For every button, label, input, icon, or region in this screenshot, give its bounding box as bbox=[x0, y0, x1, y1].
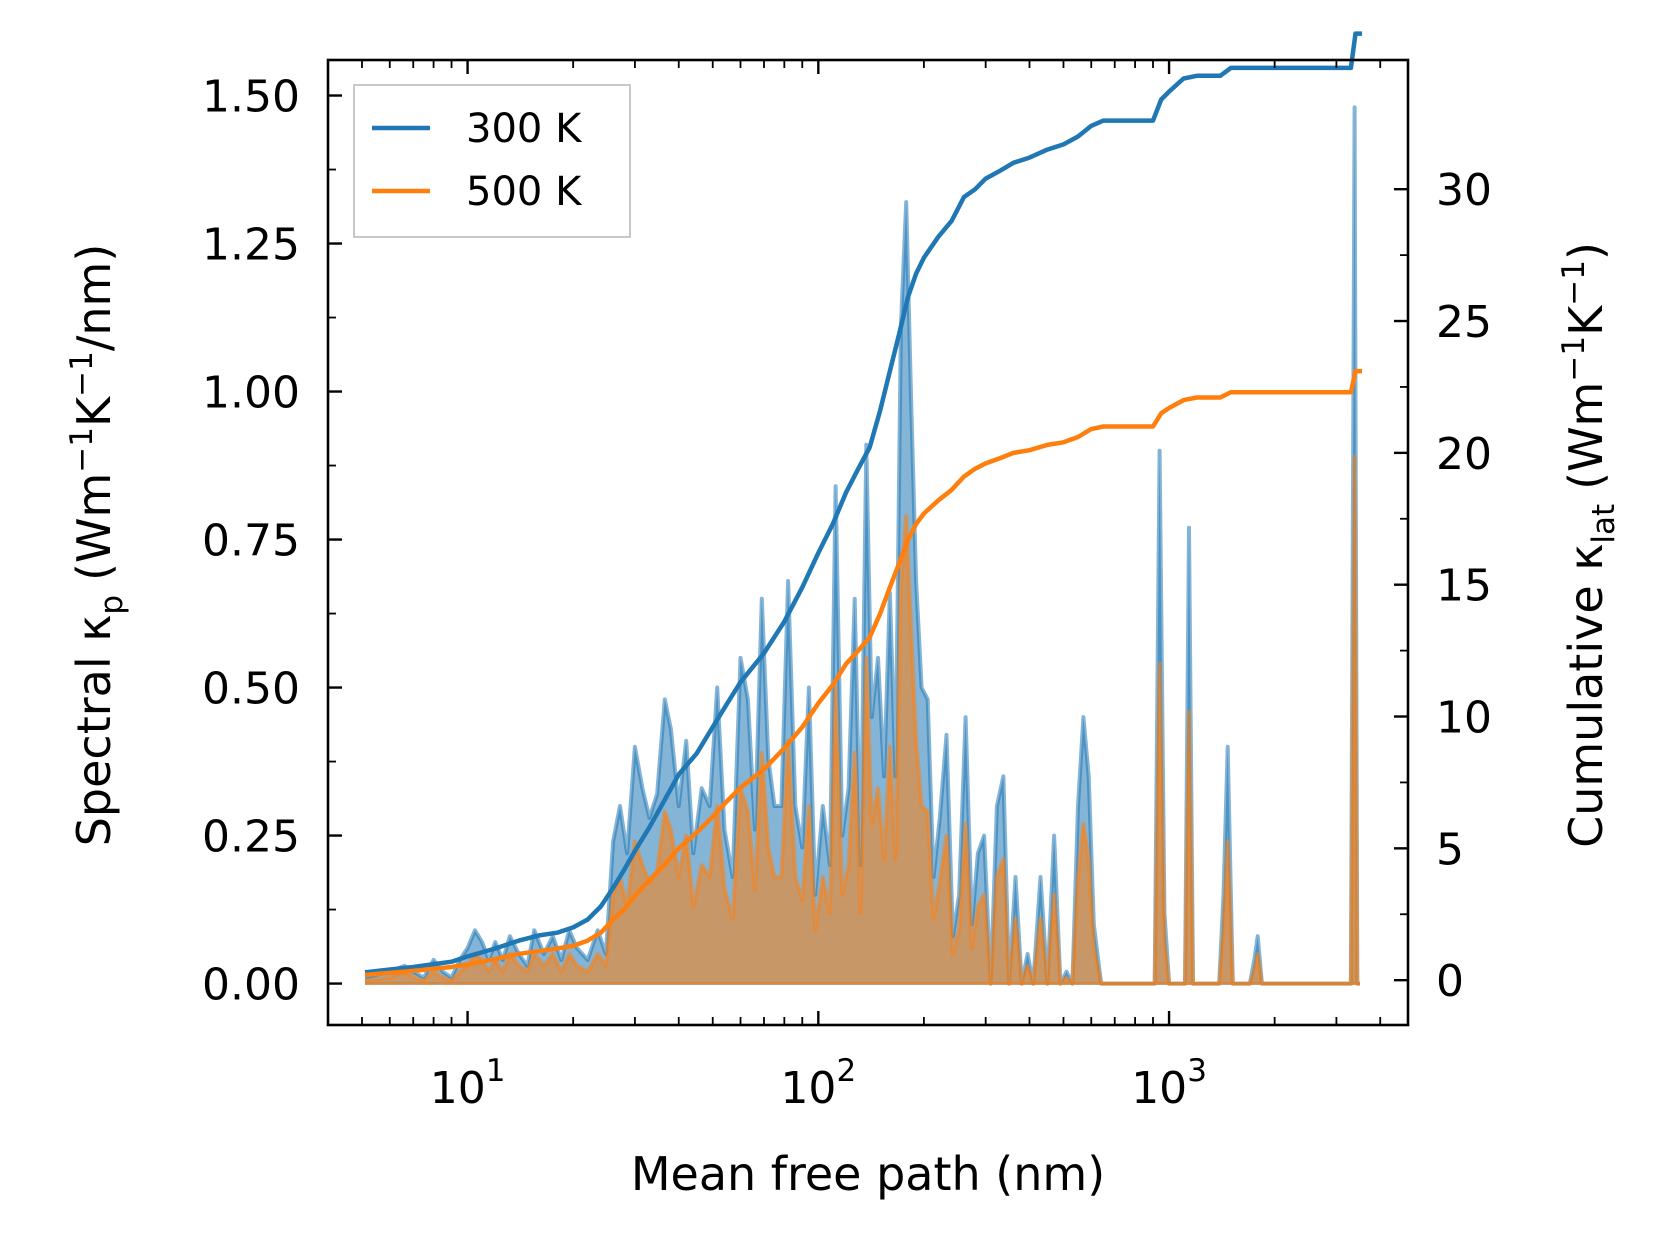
y-right-tick-label: 5 bbox=[1436, 824, 1464, 875]
y-right-sup2: −1 bbox=[1556, 260, 1592, 306]
y-left-sup2: −1 bbox=[64, 351, 100, 397]
legend-frame bbox=[353, 84, 631, 238]
ticks-layer: 101 102 1030.000.250.500.751.001.251.50051… bbox=[202, 60, 1492, 1114]
y-axis-right-title: Cumulative κlat(Wm−1K−1) bbox=[1556, 242, 1622, 848]
x-tick-label: 101 bbox=[430, 1053, 506, 1114]
y-axis-left-title: Spectral κp(Wm−1K−1/nm) bbox=[64, 244, 130, 847]
y-left-tick-label: 0.75 bbox=[202, 516, 300, 567]
legend-label-300k: 300 K bbox=[466, 106, 583, 152]
x-tick-label: 103 bbox=[1131, 1053, 1207, 1114]
x-tick-base: 10 bbox=[1131, 1063, 1187, 1114]
y-left-unit-suffix: /nm) bbox=[67, 244, 121, 351]
y-right-tick-label: 10 bbox=[1436, 693, 1492, 744]
y-left-sup1: −1 bbox=[64, 427, 100, 473]
series-edge-500-k-spectral bbox=[364, 454, 1360, 986]
x-tick-exp: 2 bbox=[836, 1053, 856, 1089]
y-left-tick-label: 0.00 bbox=[202, 960, 300, 1011]
y-right-main: Cumulative κ bbox=[1559, 544, 1613, 848]
y-right-sup1: −1 bbox=[1556, 336, 1592, 382]
series-layer bbox=[364, 31, 1362, 986]
y-right-unit-suffix: ) bbox=[1559, 242, 1613, 260]
y-right-tick-label: 20 bbox=[1436, 429, 1492, 480]
y-right-unit-mid: K bbox=[1559, 304, 1613, 336]
y-left-unit-prefix: (Wm bbox=[67, 473, 121, 581]
legend: 300 K 500 K bbox=[353, 84, 631, 238]
y-right-tick-label: 30 bbox=[1436, 165, 1492, 216]
series-line-500-k-cumulative bbox=[364, 368, 1362, 978]
y-left-tick-label: 1.50 bbox=[202, 72, 300, 123]
y-left-tick-label: 0.25 bbox=[202, 812, 300, 863]
x-tick-exp: 1 bbox=[486, 1053, 506, 1089]
series-line-300-k-cumulative bbox=[364, 31, 1362, 975]
y-right-unit-prefix: (Wm bbox=[1559, 382, 1613, 490]
y-right-sub: lat bbox=[1586, 504, 1622, 544]
y-right-tick-label: 25 bbox=[1436, 297, 1492, 348]
y-left-tick-label: 0.50 bbox=[202, 664, 300, 715]
y-left-unit-mid: K bbox=[67, 395, 121, 427]
y-left-tick-label: 1.00 bbox=[202, 368, 300, 419]
x-tick-base: 10 bbox=[780, 1063, 836, 1114]
y-left-main: Spectral κ bbox=[67, 615, 121, 847]
y-left-tick-label: 1.25 bbox=[202, 220, 300, 271]
x-tick-label: 102 bbox=[780, 1053, 856, 1114]
y-left-sub: p bbox=[94, 595, 130, 615]
y-right-tick-label: 0 bbox=[1436, 956, 1464, 1007]
plot-frame bbox=[326, 58, 1410, 1027]
x-tick-base: 10 bbox=[430, 1063, 486, 1114]
x-tick-exp: 3 bbox=[1187, 1053, 1207, 1089]
x-axis-title: Mean free path (nm) bbox=[631, 1147, 1105, 1201]
y-right-tick-label: 15 bbox=[1436, 561, 1492, 612]
legend-label-500k: 500 K bbox=[466, 169, 583, 215]
